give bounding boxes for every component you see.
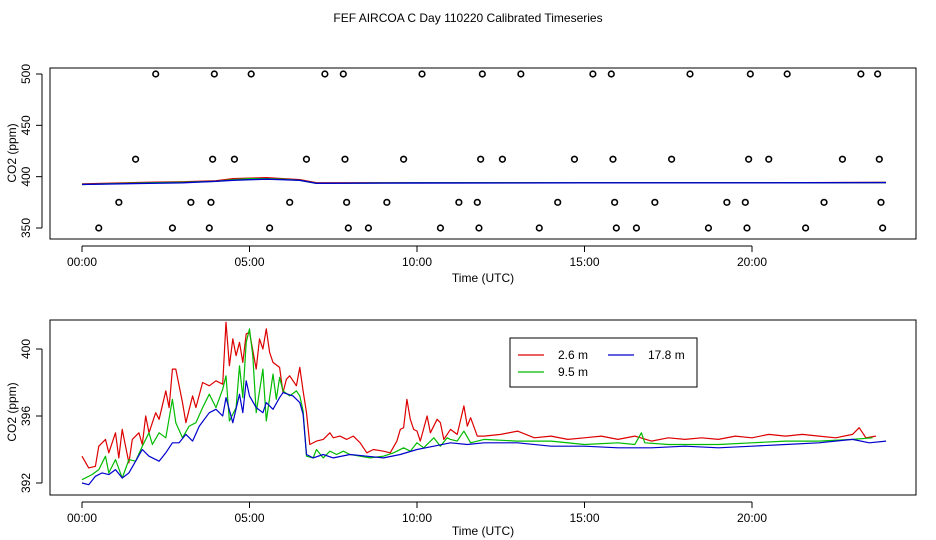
top-scatter-point [746, 70, 754, 78]
top-scatter-point [266, 224, 274, 232]
top-scatter-point [478, 70, 486, 78]
top-scatter-point [205, 224, 213, 232]
top-scatter-point [723, 198, 731, 206]
top-scatter-point [168, 224, 177, 232]
bottom-y-axis-label: CO2 (ppm) [5, 382, 19, 441]
top-scatter-point [152, 70, 160, 78]
top-scatter-point [418, 70, 426, 78]
top-scatter-point [857, 70, 865, 78]
top-scatter-point [473, 198, 481, 206]
top-scatter-point [743, 224, 751, 232]
bottom-x-axis-label: Time (UTC) [452, 524, 514, 538]
bottom-plot-frame [49, 319, 917, 496]
top-scatter-point [475, 224, 483, 232]
legend-label-2-6m: 2.6 m [558, 348, 588, 362]
top-scatter-point [247, 70, 255, 78]
top-scatter-point [820, 198, 828, 206]
top-scatter-point [651, 198, 659, 206]
top-scatter-point [686, 70, 694, 78]
top-scatter-point [286, 198, 294, 206]
bottom-x-tick-label: 00:00 [67, 511, 97, 525]
top-scatter-point [609, 155, 617, 163]
top-scatter-point [364, 224, 373, 232]
top-y-tick-label: 400 [19, 166, 33, 186]
top-scatter-point [343, 198, 351, 206]
top-scatter-point [230, 155, 239, 163]
top-scatter-point [741, 198, 749, 206]
top-scatter-point [321, 70, 329, 78]
top-x-tick-label: 00:00 [67, 255, 97, 269]
top-scatter-point [570, 155, 579, 163]
top-scatter-point [783, 70, 791, 78]
top-scatter-point [187, 198, 195, 206]
top-scatter-point [745, 155, 753, 163]
top-scatter-point [436, 224, 445, 232]
top-scatter-point [455, 198, 463, 206]
top-marks: 00:00 05:00 10:00 15:00 20:00 350 400 450 500 [19, 64, 887, 269]
top-scatter-point [611, 198, 619, 206]
top-x-axis-label: Time (UTC) [452, 271, 514, 285]
top-scatter-point [383, 198, 391, 206]
bottom-y-tick-label: 392 [19, 473, 33, 493]
top-scatter-point [704, 224, 713, 232]
top-x-tick-label: 20:00 [737, 255, 767, 269]
top-scatter-point [838, 155, 847, 163]
top-scatter-point [517, 70, 525, 78]
top-scatter-point [477, 155, 485, 163]
top-x-tick-label: 05:00 [234, 255, 264, 269]
top-scatter-point [210, 70, 218, 78]
bottom-series-line-17-8-m [81, 380, 887, 486]
top-scatter-point [879, 224, 887, 232]
top-y-tick-label: 350 [19, 218, 33, 238]
bottom-x-tick-label: 10:00 [402, 511, 432, 525]
top-scatter-point [801, 224, 810, 232]
legend-box [509, 337, 698, 388]
bottom-y-tick-label: 400 [19, 339, 33, 359]
top-scatter-point [341, 155, 349, 163]
top-y-tick-label: 500 [19, 64, 33, 84]
top-y-axis-label: CO2 (ppm) [5, 123, 19, 182]
bottom-panel: 00:00 05:00 10:00 15:00 20:00 392 396 400 Time … [5, 319, 917, 538]
top-scatter-point [607, 70, 615, 78]
top-x-tick-label: 10:00 [402, 255, 432, 269]
legend: 2.6 m 17.8 m 9.5 m [509, 337, 698, 388]
legend-label-17-8m: 17.8 m [648, 348, 685, 362]
top-scatter-point [632, 224, 641, 232]
top-scatter-point [498, 155, 507, 163]
bottom-marks: 00:00 05:00 10:00 15:00 20:00 392 396 400 [19, 321, 887, 525]
top-scatter-point [875, 155, 883, 163]
top-scatter-point [589, 70, 597, 78]
top-plot-frame [49, 67, 917, 240]
top-scatter-point [612, 224, 620, 232]
top-scatter-point [344, 224, 352, 232]
top-x-tick-label: 15:00 [569, 255, 599, 269]
legend-label-9-5m: 9.5 m [558, 365, 588, 379]
bottom-x-tick-label: 05:00 [234, 511, 264, 525]
bottom-x-tick-label: 20:00 [737, 511, 767, 525]
top-scatter-point [667, 155, 676, 163]
top-scatter-point [95, 224, 103, 232]
top-scatter-point [302, 155, 311, 163]
chart-title: FEF AIRCOA C Day 110220 Calibrated Times… [333, 11, 602, 25]
top-scatter-point [132, 155, 140, 163]
top-scatter-point [877, 198, 885, 206]
top-scatter-point [765, 155, 773, 163]
top-scatter-point [400, 155, 408, 163]
bottom-series-line-2-6-m [81, 321, 877, 469]
top-y-tick-label: 450 [19, 115, 33, 135]
top-series-line-17-8-m [81, 178, 887, 186]
bottom-y-tick-label: 396 [19, 406, 33, 426]
top-scatter-point [209, 155, 217, 163]
top-scatter-point [554, 198, 562, 206]
top-scatter-point [115, 198, 123, 206]
top-scatter-point [339, 70, 347, 78]
bottom-x-tick-label: 15:00 [569, 511, 599, 525]
top-panel: 00:00 05:00 10:00 15:00 20:00 350 400 450 500 Ti… [5, 64, 917, 285]
top-scatter-point [207, 198, 215, 206]
top-scatter-point [535, 224, 543, 232]
top-scatter-point [874, 70, 882, 78]
bottom-series-line-9-5-m [81, 328, 873, 481]
